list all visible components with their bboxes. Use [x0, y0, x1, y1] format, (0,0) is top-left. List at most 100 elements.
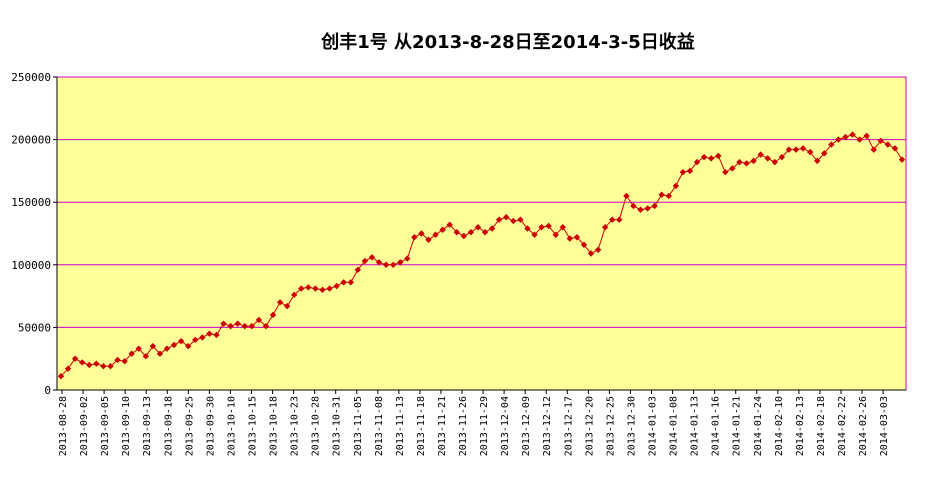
- x-tick-label: 2014-03-03: [879, 396, 890, 456]
- data-point: [665, 192, 672, 200]
- data-point: [531, 231, 538, 238]
- x-tick-label: 2014-02-13: [795, 396, 806, 456]
- data-point: [594, 246, 602, 253]
- x-tick-label: 2014-02-26: [858, 396, 869, 456]
- data-point: [884, 141, 892, 148]
- x-tick-label: 2013-10-23: [290, 396, 301, 456]
- x-tick-label: 2013-11-05: [353, 396, 364, 456]
- data-point: [750, 157, 757, 165]
- data-point: [142, 352, 150, 360]
- data-point: [312, 285, 319, 292]
- data-point: [354, 266, 362, 274]
- data-point: [856, 136, 863, 143]
- data-point: [368, 254, 376, 261]
- data-point: [298, 285, 305, 292]
- data-point: [269, 311, 277, 319]
- data-point: [877, 137, 884, 145]
- data-point: [813, 157, 821, 165]
- data-point: [185, 342, 192, 350]
- x-tick-label: 2013-12-12: [542, 396, 553, 456]
- data-point: [64, 365, 72, 372]
- data-point: [291, 291, 298, 299]
- data-point: [411, 234, 418, 241]
- data-point: [283, 302, 291, 310]
- x-tick-label: 2013-11-18: [416, 396, 427, 456]
- y-tick-label: 50000: [18, 321, 51, 334]
- data-point: [71, 355, 79, 362]
- data-point: [361, 257, 369, 265]
- x-tick-label: 2013-11-08: [374, 396, 385, 456]
- data-point: [333, 282, 340, 290]
- data-point: [517, 216, 524, 223]
- x-tick-label: 2014-01-16: [711, 396, 722, 456]
- data-point: [658, 191, 665, 198]
- data-point: [495, 216, 503, 223]
- x-tick-label: 2013-10-10: [226, 396, 237, 456]
- x-tick-label: 2013-12-30: [626, 396, 637, 456]
- data-point: [227, 322, 234, 330]
- data-point: [347, 279, 354, 286]
- data-point: [552, 231, 559, 238]
- data-point: [771, 158, 778, 166]
- data-point: [467, 229, 475, 236]
- x-tick-label: 2013-09-30: [205, 396, 216, 456]
- data-point: [418, 230, 425, 237]
- data-point: [100, 363, 107, 370]
- data-point: [114, 356, 121, 364]
- data-point: [580, 241, 588, 248]
- data-point: [644, 205, 651, 212]
- data-point: [170, 341, 178, 349]
- data-point: [686, 167, 694, 175]
- data-point: [538, 224, 545, 231]
- data-point: [206, 330, 213, 337]
- data-point: [432, 231, 439, 238]
- data-point: [799, 145, 807, 152]
- data-point: [736, 158, 743, 166]
- data-point: [460, 232, 468, 240]
- data-point: [107, 363, 114, 370]
- x-tick-label: 2013-10-31: [332, 396, 343, 456]
- data-point: [220, 320, 227, 327]
- data-point: [453, 229, 460, 236]
- x-tick-label: 2013-10-15: [247, 396, 258, 456]
- x-tick-label: 2013-12-09: [521, 396, 532, 456]
- y-tick-label: 250000: [11, 71, 51, 84]
- x-tick-label: 2013-09-25: [184, 396, 195, 456]
- data-point: [93, 360, 100, 367]
- data-point: [835, 136, 842, 143]
- x-tick-label: 2013-11-21: [437, 396, 448, 456]
- plot-area: [56, 76, 907, 391]
- x-tick-label: 2013-09-13: [142, 396, 153, 456]
- data-point: [545, 222, 552, 230]
- data-point: [715, 152, 722, 160]
- x-tick-label: 2013-12-20: [584, 396, 595, 456]
- data-point: [241, 322, 248, 330]
- data-point: [524, 225, 531, 232]
- data-point: [128, 350, 135, 357]
- data-point: [149, 342, 157, 350]
- data-point: [121, 358, 128, 365]
- data-point: [587, 250, 595, 257]
- data-point: [446, 221, 453, 228]
- data-point: [757, 151, 764, 158]
- data-point: [404, 255, 411, 262]
- data-point: [679, 168, 687, 176]
- data-point: [213, 331, 220, 339]
- x-tick-label: 2013-09-10: [121, 396, 132, 456]
- x-tick-label: 2014-01-21: [732, 396, 743, 456]
- data-point: [57, 373, 65, 380]
- x-tick-label: 2014-01-03: [648, 396, 659, 456]
- data-point: [375, 259, 383, 266]
- data-point: [623, 192, 630, 200]
- data-point: [255, 316, 263, 324]
- data-point: [135, 345, 142, 352]
- data-point: [785, 146, 793, 153]
- data-point: [630, 202, 637, 210]
- chart-title: 创丰1号 从2013-8-28日至2014-3-5日收益: [321, 32, 695, 53]
- data-point: [764, 155, 771, 162]
- data-point: [481, 229, 489, 236]
- x-tick-label: 2014-02-22: [837, 396, 848, 456]
- data-point: [177, 337, 185, 345]
- data-point: [156, 350, 164, 357]
- data-point: [842, 133, 849, 141]
